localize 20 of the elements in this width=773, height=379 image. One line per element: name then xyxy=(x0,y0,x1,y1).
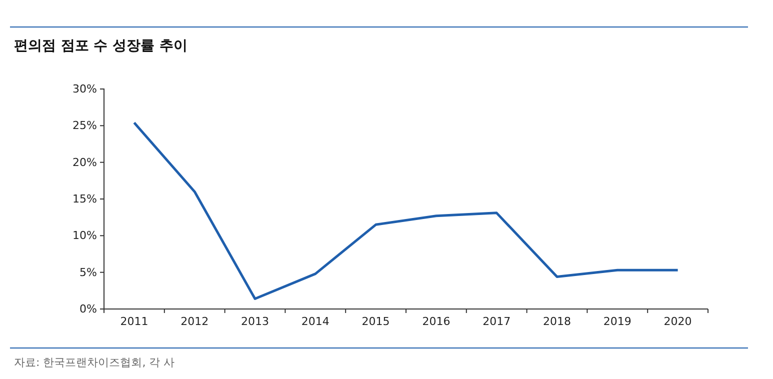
chart-title: 편의점 점포 수 성장률 추이 xyxy=(14,38,188,54)
x-tick-label: 2014 xyxy=(301,315,330,328)
y-tick-label: 5% xyxy=(80,266,97,279)
y-tick-label: 20% xyxy=(72,156,97,169)
line-series xyxy=(132,121,680,300)
x-tick-label: 2012 xyxy=(180,315,209,328)
x-tick-label: 2015 xyxy=(362,315,390,328)
x-tick-label: 2020 xyxy=(664,315,692,328)
y-tick-label: 15% xyxy=(72,192,97,206)
x-tick-label: 2019 xyxy=(603,315,632,328)
y-tick-label: 10% xyxy=(72,229,97,242)
x-tick-label: 2016 xyxy=(422,315,450,328)
x-tick-label: 2018 xyxy=(543,315,571,328)
y-tick-label: 0% xyxy=(80,302,97,316)
x-tick-label: 2011 xyxy=(120,315,148,328)
text: 자료: 한국프랜차이즈협회, 각 사 xyxy=(14,356,175,369)
x-tick-label: 2017 xyxy=(482,315,511,328)
x-tick-label: 2013 xyxy=(241,315,269,328)
y-tick-label: 30% xyxy=(72,82,97,96)
y-tick-label: 25% xyxy=(72,119,97,132)
